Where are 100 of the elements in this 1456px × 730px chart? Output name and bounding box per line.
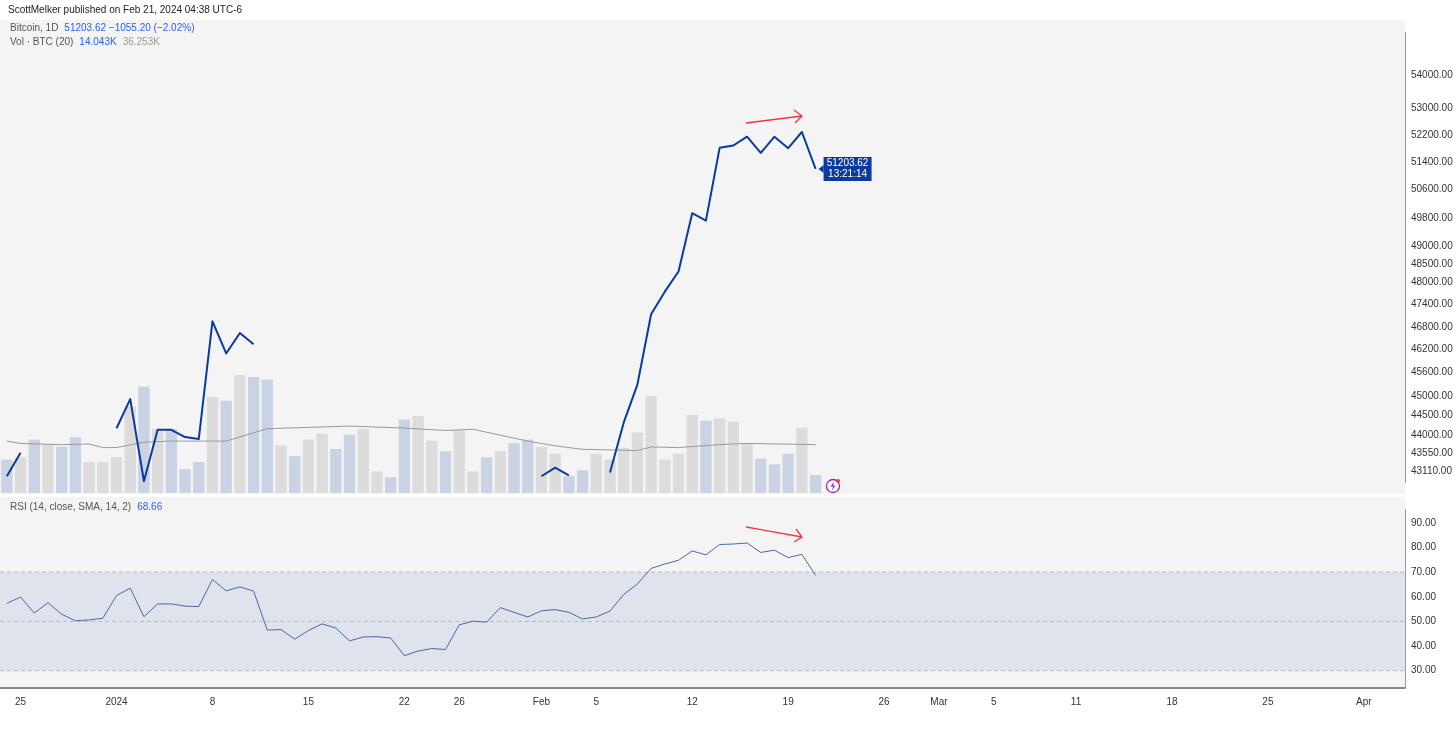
x-tick-label: 19	[782, 695, 795, 707]
y-tick-label: 49000.00	[1411, 239, 1454, 251]
y-tick-label: 30.00	[1411, 664, 1437, 676]
bar	[563, 476, 575, 493]
bar	[549, 453, 561, 493]
y-tick-label: 44000.00	[1411, 429, 1454, 441]
y-tick-label: 60.00	[1411, 590, 1437, 602]
bar	[796, 427, 808, 493]
x-tick-label: 8	[209, 695, 216, 707]
x-tick-label: 25	[1262, 695, 1274, 707]
y-tick-label: 54000.00	[1411, 69, 1454, 81]
x-tick-label: 22	[398, 695, 411, 707]
bar	[727, 421, 740, 493]
bar	[809, 474, 822, 493]
bar	[782, 453, 794, 493]
bar	[412, 415, 424, 493]
chart-title: Vol · BTC (20)	[10, 36, 74, 47]
bar	[618, 447, 630, 493]
bar	[275, 445, 287, 493]
bar	[741, 443, 753, 493]
bar	[604, 459, 616, 493]
y-tick-label: 49800.00	[1411, 211, 1454, 223]
annotation: 51203.62 −1055.20 (−2.02%)	[64, 22, 195, 33]
y-tick-label: 43110.00	[1411, 465, 1453, 477]
x-tick-label: 26	[878, 695, 891, 707]
bar	[56, 446, 68, 493]
bar	[535, 446, 548, 493]
bar	[289, 456, 301, 493]
annotation: 14.043K	[79, 36, 117, 47]
y-tick-label: 45600.00	[1411, 366, 1454, 378]
bar	[220, 400, 232, 493]
bar	[357, 428, 369, 493]
bar	[316, 433, 328, 493]
bar	[42, 444, 54, 493]
bar	[439, 451, 452, 493]
y-tick-label: 51400.00	[1411, 155, 1454, 167]
bar	[371, 471, 383, 493]
bar	[631, 432, 644, 493]
bar	[302, 439, 315, 493]
bar	[453, 430, 465, 493]
x-tick-label: 5	[991, 695, 997, 707]
bar	[494, 451, 506, 493]
bar	[672, 453, 685, 493]
y-tick-label: 46200.00	[1411, 343, 1454, 355]
x-tick-label: Mar	[930, 695, 949, 707]
y-tick-label: 52200.00	[1411, 128, 1454, 140]
bar	[14, 457, 27, 493]
x-tick-label: 18	[1166, 695, 1178, 707]
bar	[193, 461, 205, 493]
y-tick-label: 53000.00	[1411, 102, 1454, 114]
y-tick-label: 44500.00	[1411, 409, 1454, 421]
bar	[206, 397, 219, 493]
bar	[755, 458, 767, 493]
bar	[28, 439, 40, 493]
y-tick-label: 47400.00	[1411, 298, 1454, 310]
bar	[768, 464, 781, 493]
bar	[179, 469, 191, 493]
bar	[686, 414, 698, 493]
bar	[343, 434, 356, 493]
x-tick-label: 26	[453, 695, 466, 707]
bar	[384, 477, 397, 493]
bar	[426, 440, 438, 493]
x-tick-label: Apr	[1356, 695, 1373, 707]
x-tick-label: 25	[15, 695, 27, 707]
y-tick-label: 43550.00	[1411, 447, 1454, 459]
bar	[83, 461, 95, 493]
bar	[165, 428, 178, 493]
bar	[659, 459, 671, 493]
x-tick-label: 5	[593, 695, 600, 707]
bar	[97, 461, 109, 493]
bar	[522, 439, 534, 493]
chart-title: RSI (14, close, SMA, 14, 2)	[10, 501, 132, 512]
bar	[713, 418, 726, 493]
y-tick-label: 48000.00	[1411, 276, 1454, 288]
x-tick-label: 11	[1070, 695, 1082, 707]
bar	[398, 419, 411, 493]
y-tick-label: 50.00	[1411, 615, 1437, 627]
x-tick-label: 15	[302, 695, 315, 707]
y-tick-label: 46800.00	[1411, 320, 1454, 332]
y-tick-label: 50600.00	[1411, 183, 1454, 195]
y-tick-label: 48500.00	[1411, 258, 1454, 270]
bar	[261, 379, 273, 493]
bar	[69, 437, 82, 493]
y-tick-label: 90.00	[1411, 516, 1437, 528]
bar	[645, 395, 657, 493]
bar	[110, 457, 123, 493]
x-tick-label: Feb	[532, 695, 551, 707]
y-tick-label: 45000.00	[1411, 389, 1454, 401]
annotation: 68.66	[137, 501, 163, 512]
bar	[480, 457, 493, 493]
y-tick-label: 40.00	[1411, 639, 1437, 651]
annotation: 36.253K	[122, 36, 160, 47]
bar	[247, 377, 260, 493]
y-tick-label: 80.00	[1411, 541, 1437, 553]
bar	[508, 443, 520, 493]
annotation: 13:21:14	[828, 168, 868, 180]
chart-title: ScottMelker published on Feb 21, 2024 04:38 UTC-6	[8, 4, 243, 15]
bar	[1, 459, 13, 493]
bar	[590, 453, 602, 493]
bar	[700, 420, 712, 493]
